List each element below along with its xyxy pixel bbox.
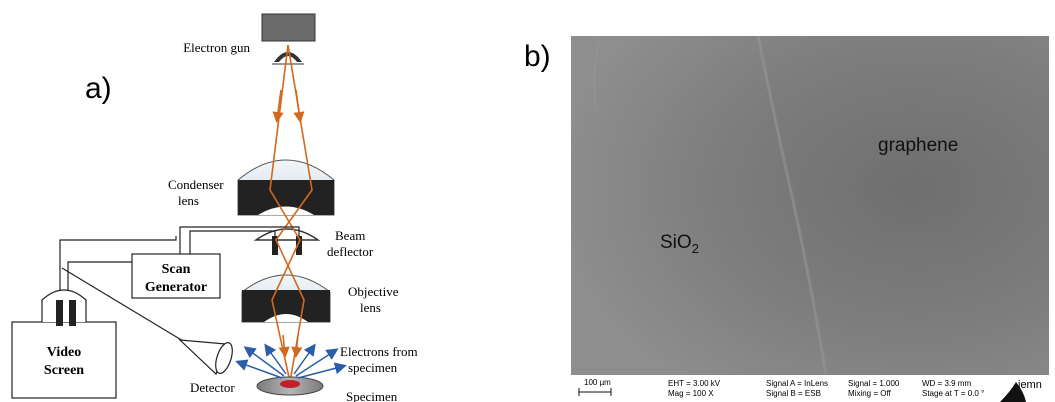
electron-beam-path bbox=[269, 44, 313, 383]
panel-b-sem-image: b) graphene SiO2 100 µm EHT = 3.00 kV Ma… bbox=[524, 35, 1049, 402]
surface-feature bbox=[593, 35, 601, 111]
mag-value: Mag = 100 X bbox=[668, 389, 714, 398]
sio2-subscript: 2 bbox=[692, 241, 699, 256]
sem-info-bar bbox=[571, 375, 1049, 402]
video-screen-box bbox=[11, 321, 117, 399]
scale-bar bbox=[578, 388, 612, 396]
signal-b-value: Signal B = ESB bbox=[766, 389, 821, 398]
video-label-line1: Video bbox=[47, 345, 81, 360]
eht-value: EHT = 3.00 kV bbox=[668, 379, 721, 388]
specimen-label: Specimen bbox=[346, 389, 398, 402]
electrons-label-line2: specimen bbox=[348, 360, 398, 375]
scan-label-line2: Generator bbox=[145, 280, 207, 295]
graphene-boundary bbox=[756, 35, 828, 376]
sio2-main: SiO bbox=[660, 232, 692, 253]
iemn-logo-mark bbox=[1000, 382, 1026, 402]
scan-label-line1: Scan bbox=[162, 262, 191, 277]
condenser-label-line1: Condenser bbox=[168, 177, 224, 192]
scan-generator-box bbox=[131, 253, 221, 299]
specimen-spot bbox=[280, 380, 300, 388]
sio2-label: SiO2 bbox=[660, 232, 699, 256]
signal-a-value: Signal A = InLens bbox=[766, 379, 828, 388]
electrons-label-line1: Electrons from bbox=[340, 344, 418, 359]
electron-gun-anode bbox=[274, 52, 302, 62]
condenser-lens-gap bbox=[258, 206, 314, 215]
panel-a-sem-schematic: a) Electron gun Condenser lens Beam defl… bbox=[11, 13, 418, 402]
wd-value: WD = 3.9 mm bbox=[922, 379, 971, 388]
sem-micrograph bbox=[571, 36, 1049, 375]
condenser-label-line2: lens bbox=[178, 193, 199, 208]
mixing-value: Mixing = Off bbox=[848, 389, 892, 398]
crt-plate-left bbox=[56, 300, 63, 326]
beam-deflector-housing bbox=[253, 228, 321, 241]
scale-bar-label: 100 µm bbox=[584, 378, 611, 387]
objective-label-line1: Objective bbox=[348, 284, 399, 299]
panel-a-label: a) bbox=[85, 72, 112, 105]
emitted-electron-arrows bbox=[235, 343, 347, 379]
iemn-logo-text: iemn bbox=[1018, 379, 1042, 391]
beam-label-line2: deflector bbox=[327, 244, 374, 259]
objective-label-line2: lens bbox=[360, 300, 381, 315]
stage-value: Stage at T = 0.0 ° bbox=[922, 389, 984, 398]
electron-gun-label: Electron gun bbox=[183, 40, 250, 55]
crt-plate-right bbox=[69, 300, 76, 326]
video-label-line2: Screen bbox=[44, 363, 84, 378]
beam-label-line1: Beam bbox=[335, 228, 365, 243]
detector-aperture bbox=[215, 342, 233, 374]
detector-label: Detector bbox=[190, 380, 235, 395]
deflector-plate-left bbox=[272, 236, 278, 255]
video-screen-tube bbox=[41, 289, 87, 322]
panel-b-label: b) bbox=[524, 40, 551, 73]
deflector-plate-right bbox=[296, 236, 302, 255]
graphene-label: graphene bbox=[878, 135, 958, 156]
signal-value: Signal = 1.000 bbox=[848, 379, 900, 388]
electron-gun-body bbox=[261, 13, 316, 42]
